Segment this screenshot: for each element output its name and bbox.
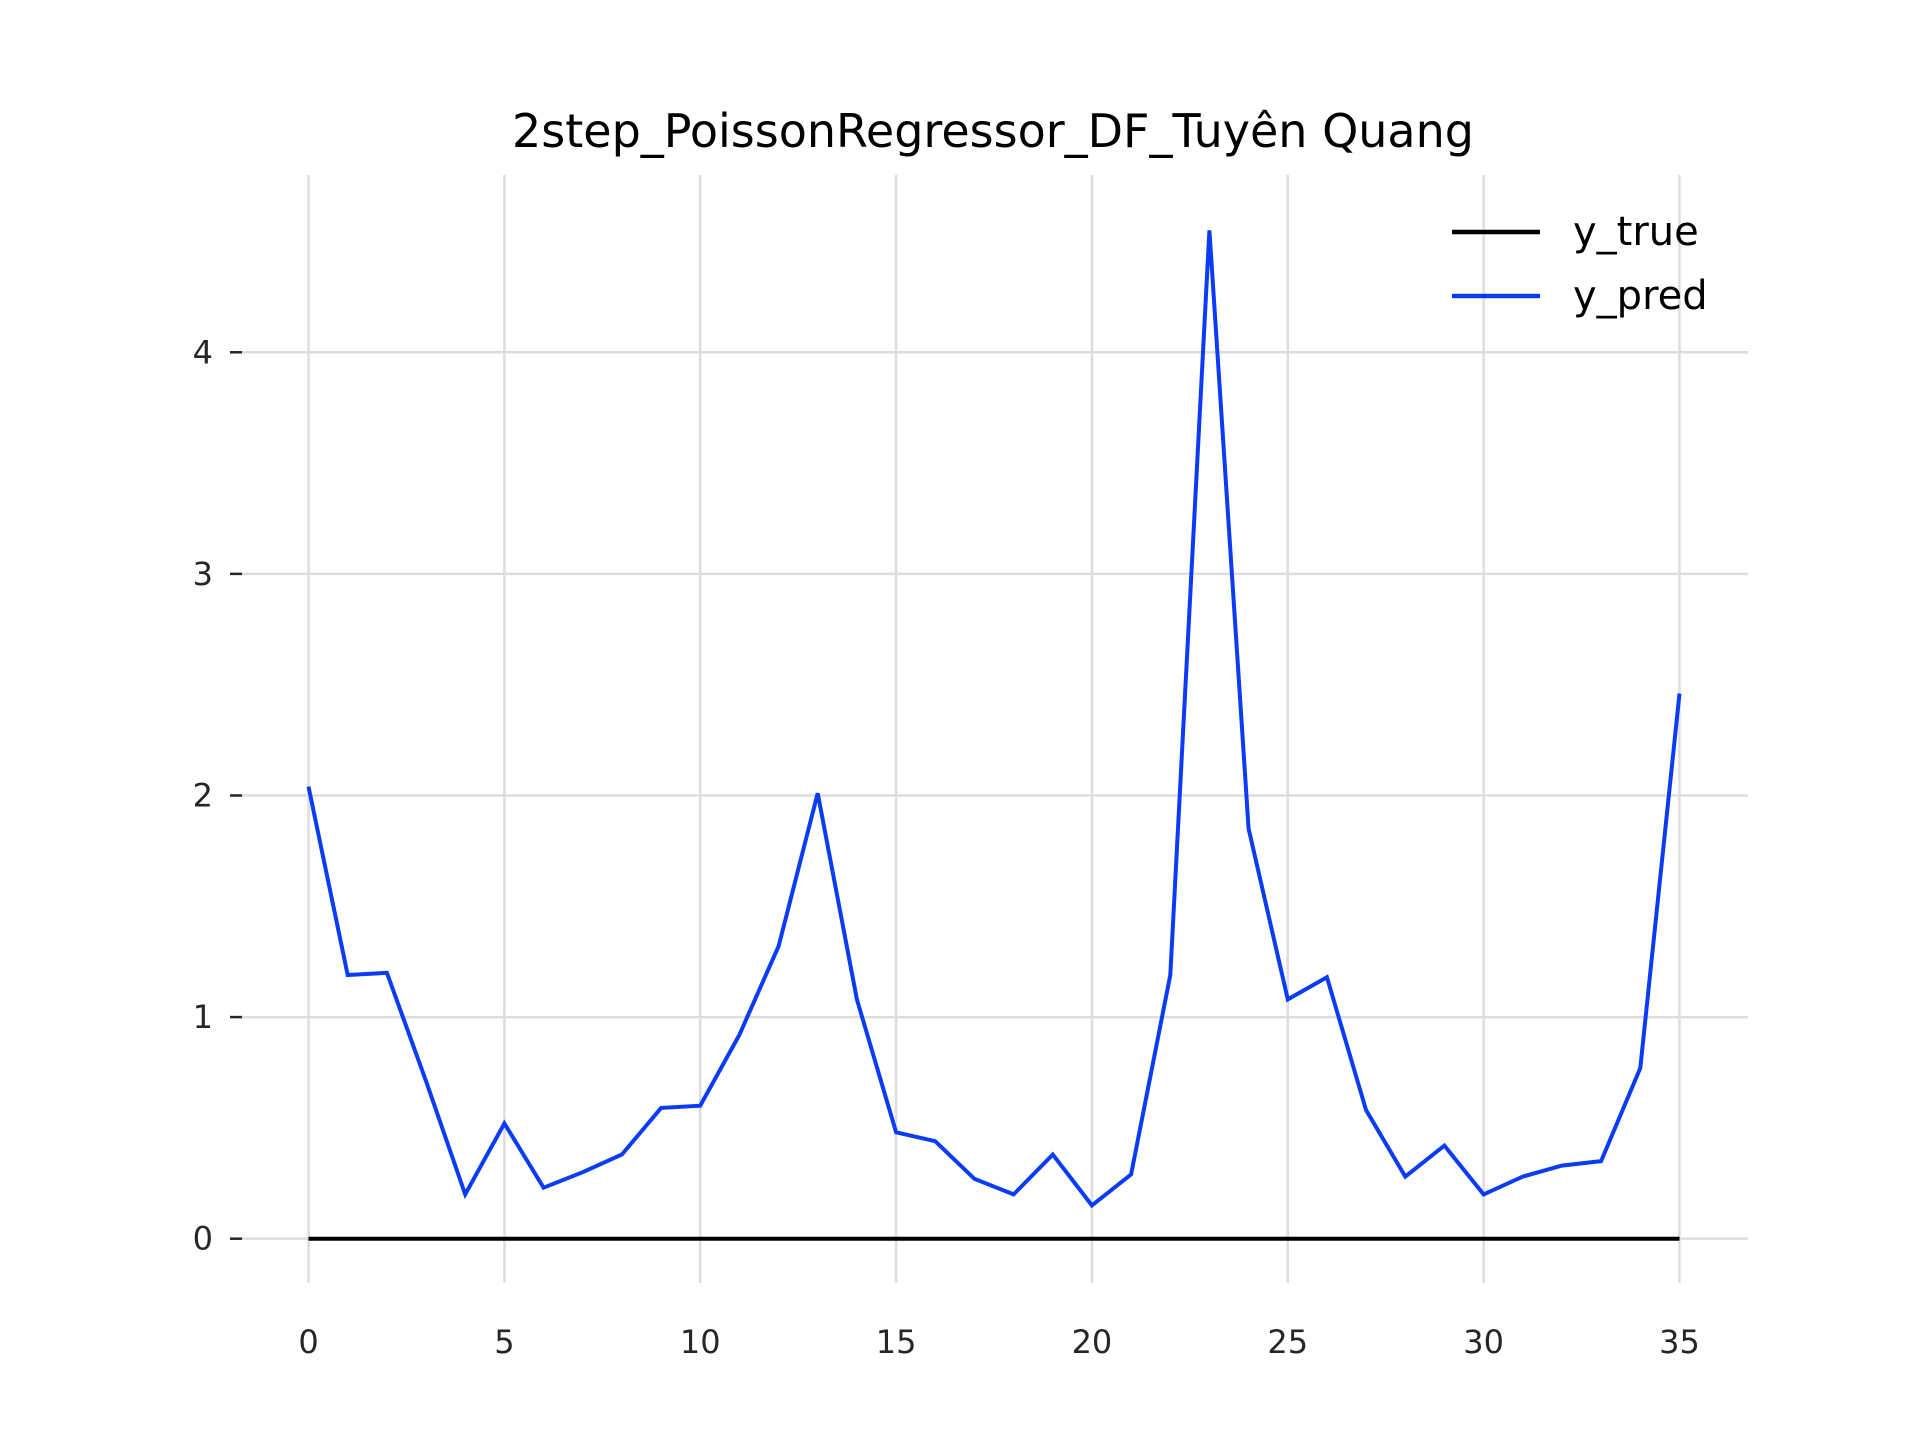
x-tick-label-30: 30 xyxy=(1463,1323,1504,1361)
legend-label-y_pred: y_pred xyxy=(1573,273,1708,319)
x-tick-label-5: 5 xyxy=(494,1323,514,1361)
y-tick-label-3: 3 xyxy=(193,555,213,593)
x-tick-label-0: 0 xyxy=(298,1323,318,1361)
y-axis-ticks: 0 1 2 3 4 xyxy=(193,333,242,1258)
x-tick-label-35: 35 xyxy=(1659,1323,1700,1361)
x-tick-label-25: 25 xyxy=(1267,1323,1308,1361)
series-line-y_pred xyxy=(306,230,1682,1209)
x-axis-ticks: 0 5 10 15 20 25 30 35 xyxy=(298,1323,1699,1361)
plot-lines xyxy=(306,230,1682,1241)
y-tick-label-0: 0 xyxy=(193,1220,213,1258)
legend: y_true y_pred xyxy=(1452,209,1708,319)
chart-title: 2step_PoissonRegressor_DF_Tuyên Quang xyxy=(512,104,1474,158)
y-tick-label-4: 4 xyxy=(193,333,213,371)
x-tick-label-15: 15 xyxy=(876,1323,917,1361)
y-tick-label-1: 1 xyxy=(193,998,213,1036)
y-tick-label-2: 2 xyxy=(193,776,213,814)
legend-label-y_true: y_true xyxy=(1573,209,1699,255)
x-tick-label-10: 10 xyxy=(680,1323,721,1361)
x-tick-label-20: 20 xyxy=(1072,1323,1113,1361)
